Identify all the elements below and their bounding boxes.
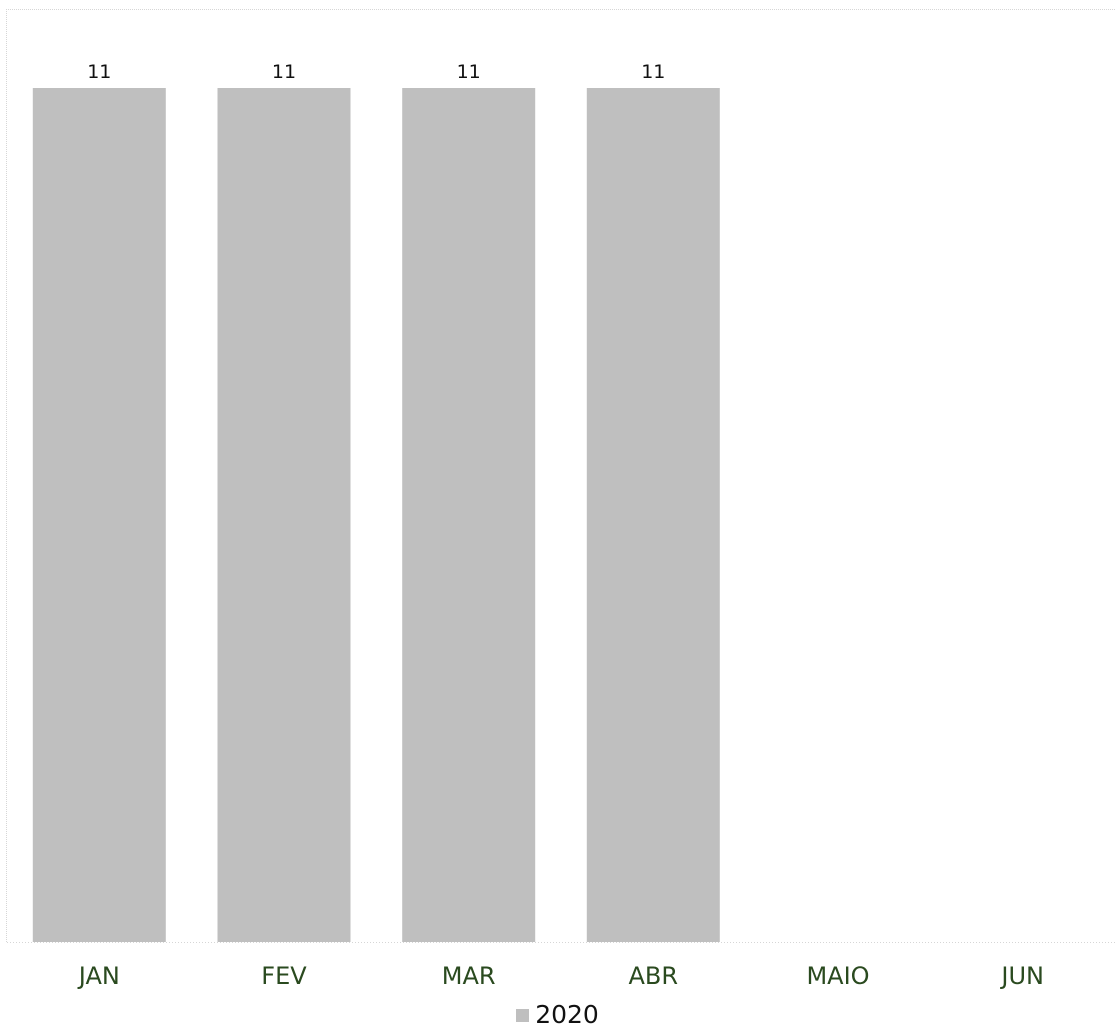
data-label-abr: 11 — [641, 61, 665, 83]
data-label-fev: 11 — [272, 61, 296, 83]
legend-label-2020: 2020 — [535, 1000, 599, 1029]
bar-jan — [32, 88, 166, 942]
x-tick-label-fev: FEV — [261, 962, 307, 990]
legend: 2020 — [0, 1000, 1115, 1030]
legend-swatch-2020 — [516, 1008, 530, 1022]
bar-mar — [402, 88, 536, 942]
data-label-mar: 11 — [457, 61, 481, 83]
x-tick-label-abr: ABR — [629, 962, 679, 990]
chart-plot-area — [6, 9, 1115, 942]
x-tick-label-mar: MAR — [442, 962, 496, 990]
x-tick-label-maio: MAIO — [806, 962, 869, 990]
bar-fev — [217, 88, 351, 942]
bar-abr — [586, 88, 720, 942]
data-label-jan: 11 — [87, 61, 111, 83]
x-tick-label-jun: JUN — [999, 962, 1044, 990]
x-tick-label-jan: JAN — [77, 962, 120, 990]
bar-chart: 11 JAN 11 FEV 11 MAR 11 ABR MAIO JUN — [7, 61, 1115, 990]
